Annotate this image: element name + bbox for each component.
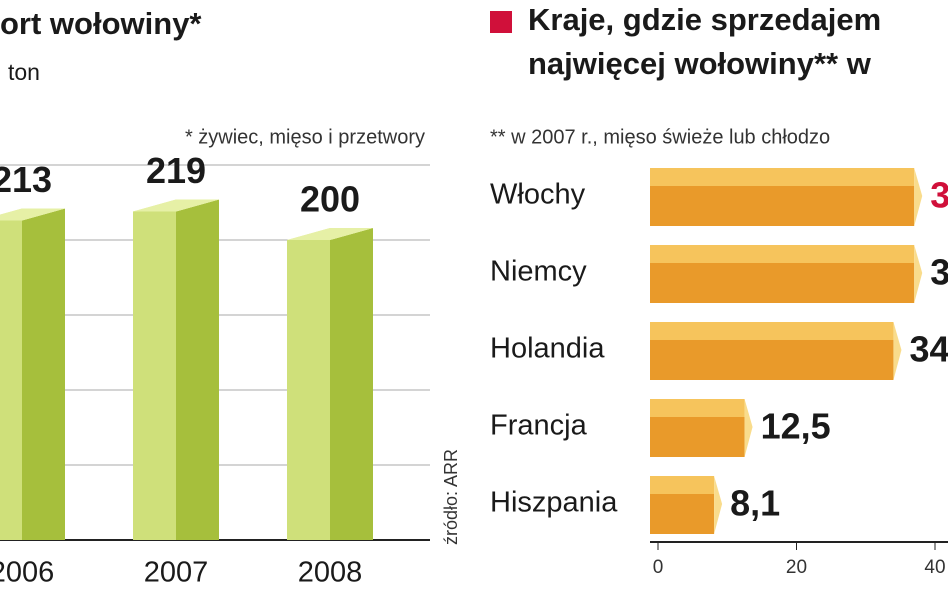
bar-top [287, 228, 373, 240]
value-label: 219 [146, 150, 206, 191]
value-label: 34 [909, 329, 948, 370]
bar-side [22, 208, 65, 540]
bar-cap [914, 245, 923, 303]
title-marker [490, 11, 512, 33]
bar-front [650, 340, 894, 380]
bar-top [650, 476, 715, 494]
right-title: Kraje, gdzie sprzedajem [528, 2, 881, 37]
bar-front [650, 263, 915, 303]
bar-cap [914, 168, 923, 226]
bar-top [650, 245, 915, 263]
bar-cap [744, 399, 753, 457]
bar-cap [714, 476, 723, 534]
category-label: Holandia [490, 333, 605, 365]
left-note: * żywiec, mięso i przetwory [185, 126, 425, 148]
value-label: 3 [930, 252, 948, 293]
right-title: najwięcej wołowiny** w [528, 46, 872, 81]
bar-front [650, 494, 715, 534]
bar-front [287, 240, 330, 540]
right-note: ** w 2007 r., mięso świeże lub chłodzo [490, 126, 830, 148]
bar-front [650, 417, 745, 457]
x-tick-label: 0 [653, 557, 664, 578]
bar-front [650, 186, 915, 226]
value-label: 8,1 [730, 483, 780, 524]
category-label: Włochy [490, 179, 586, 211]
bar-top [0, 208, 65, 221]
left-subtitle: ton [8, 59, 40, 85]
value-label: 200 [300, 179, 360, 220]
category-label: Hiszpania [490, 487, 618, 519]
bar-top [650, 168, 915, 186]
bar-top [650, 399, 745, 417]
value-label: 12,5 [761, 406, 831, 447]
bar-top [133, 199, 219, 212]
bar-front [0, 220, 22, 540]
left-title: ort wołowiny* [0, 6, 202, 41]
value-label: 3 [930, 175, 948, 216]
category-label: Francja [490, 410, 588, 442]
x-tick-label: 2008 [298, 557, 363, 589]
bar-front [133, 211, 176, 540]
bar-cap [893, 322, 902, 380]
x-tick-label: 2007 [144, 557, 209, 589]
bar-top [650, 322, 894, 340]
source: źródło: ARR [441, 449, 461, 545]
value-label: 213 [0, 159, 52, 200]
x-tick-label: 40 [924, 557, 945, 578]
x-tick-label: 2006 [0, 557, 54, 589]
x-tick-label: 20 [786, 557, 807, 578]
bar-side [176, 199, 219, 540]
bar-side [330, 228, 373, 540]
category-label: Niemcy [490, 256, 587, 288]
